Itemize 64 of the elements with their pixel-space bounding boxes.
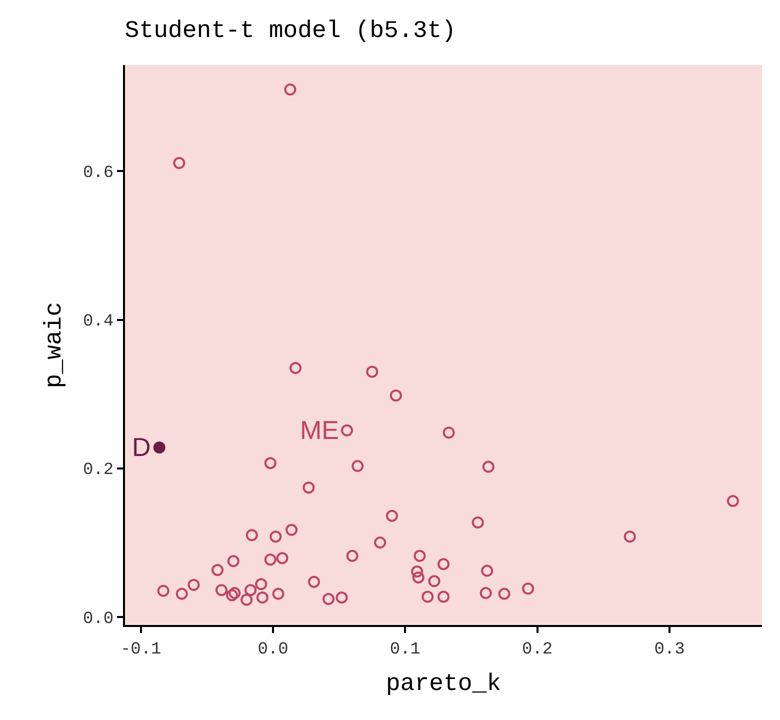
point [336,592,348,604]
point [157,584,170,597]
point [176,588,188,600]
point [411,566,424,578]
point [284,84,296,96]
point [428,575,440,588]
point [341,424,354,436]
point [255,578,268,590]
point [246,529,258,542]
point [322,593,335,606]
point [153,441,166,454]
point [480,587,492,600]
point [374,536,386,549]
point [286,524,298,536]
point [212,564,224,576]
x-tick-label: 0.1 [390,640,420,660]
point [308,576,320,588]
point [173,157,186,170]
y-axis-title: p_waic [42,302,69,388]
point [522,582,534,595]
point [264,457,276,470]
chart-title: Student-t model (b5.3t) [124,18,456,46]
point [256,592,268,604]
y-tick-label: 0.0 [82,610,114,629]
point [346,550,358,562]
x-tick-label: 0.2 [522,640,553,660]
point [390,390,402,402]
x-tick-label: 0.0 [258,640,288,660]
point [414,550,426,562]
annotation: ME [300,415,339,445]
x-tick-label: 0.3 [654,640,685,660]
point [240,594,253,606]
y-tick-label: 0.6 [82,164,114,184]
point [264,554,276,566]
point [438,558,450,570]
y-tick-label: 0.2 [82,461,114,480]
point [442,426,455,439]
point [302,482,315,494]
point [624,530,636,543]
point [412,571,424,584]
point [498,588,510,600]
point [386,510,398,522]
point [228,587,241,600]
x-axis-title: pareto_k [386,671,502,698]
point [215,584,228,596]
point [226,589,238,602]
point [482,460,494,473]
annotation: D [132,432,151,462]
y-tick-label: 0.4 [82,312,114,332]
point [276,552,288,564]
point [472,516,484,529]
point [244,584,257,596]
point [272,588,284,600]
point [289,362,302,374]
point [481,564,494,577]
point [270,530,282,543]
point [422,590,434,603]
point [227,555,240,568]
point [366,366,378,378]
point [352,460,364,472]
point [438,590,450,603]
x-tick-label: -0.1 [120,640,162,660]
point [726,494,739,507]
point [188,578,200,591]
